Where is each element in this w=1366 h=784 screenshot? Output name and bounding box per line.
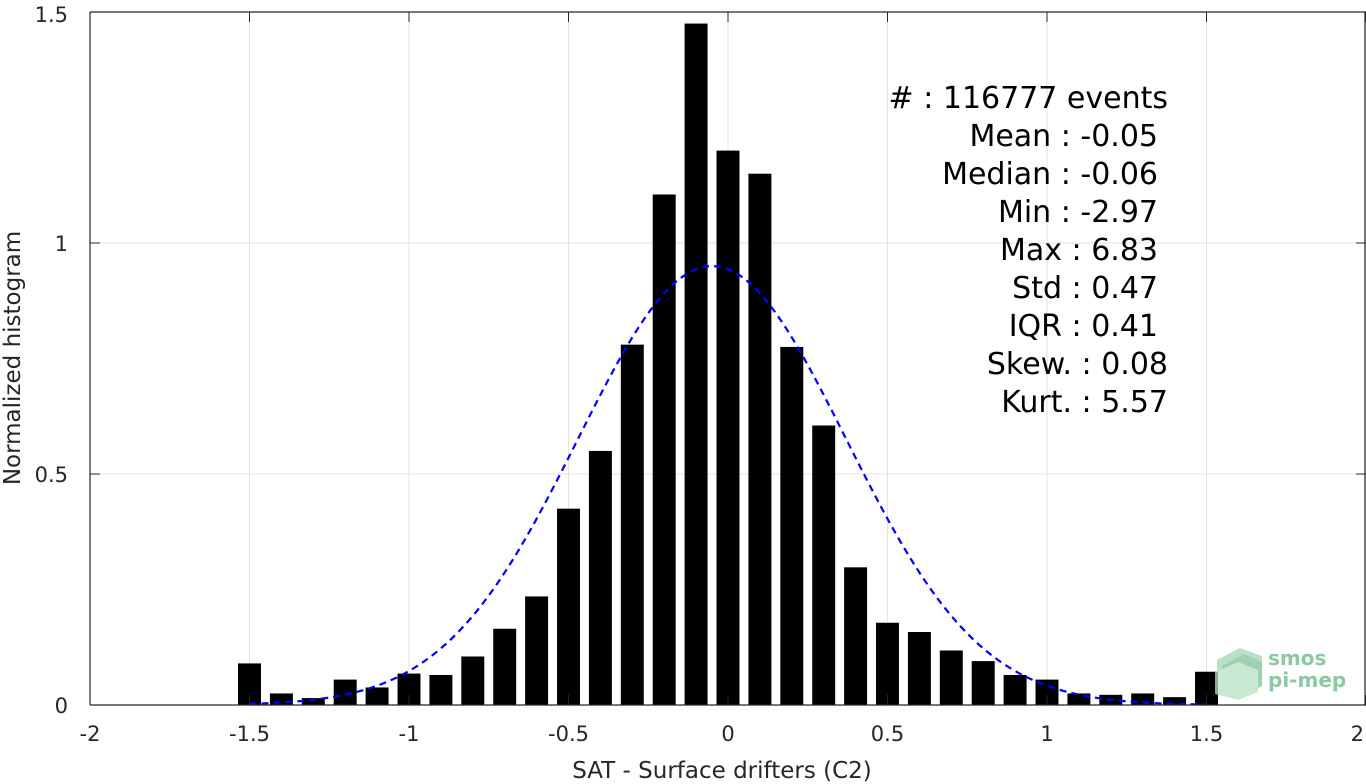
logo-line-1: smos: [1268, 646, 1326, 670]
x-tick-label: -2: [80, 722, 101, 746]
histogram-bar: [333, 679, 357, 705]
histogram-bar: [461, 656, 485, 705]
histogram-bar: [876, 622, 899, 705]
stat-line: Median : -0.06: [942, 157, 1158, 192]
logo-line-2: pi-mep: [1268, 668, 1346, 692]
histogram-bar: [557, 508, 580, 705]
x-axis-label: SAT - Surface drifters (C2): [572, 758, 872, 784]
x-tick-label: 2: [1351, 722, 1364, 746]
y-tick-label: 0: [55, 694, 68, 718]
histogram-bar: [429, 674, 453, 705]
x-tick-label: 0.5: [871, 722, 904, 746]
x-tick-label: -1: [399, 722, 420, 746]
histogram-bar: [907, 632, 931, 705]
stat-line: Skew. : 0.08: [987, 347, 1168, 382]
histogram-bar: [684, 23, 708, 706]
histogram-bar: [525, 596, 549, 705]
histogram-bar: [1131, 693, 1155, 705]
histogram-bar: [269, 693, 293, 705]
y-tick-labels: 0 0.5 1 1.5: [35, 3, 68, 718]
y-axis-label: Normalized histogram: [0, 231, 26, 485]
y-tick-label: 0.5: [35, 463, 68, 487]
x-tick-label: 0: [721, 722, 734, 746]
histogram-bar: [365, 687, 389, 705]
histogram-bar: [716, 150, 740, 706]
stat-line: Min : -2.97: [998, 195, 1158, 230]
histogram-bar: [1035, 679, 1059, 705]
histogram-bar: [1003, 674, 1027, 705]
x-tick-label: -1.5: [229, 722, 270, 746]
stat-line: Mean : -0.05: [969, 119, 1158, 154]
histogram-bar: [780, 346, 804, 705]
histogram-bar: [397, 673, 421, 705]
stat-line: Max : 6.83: [1000, 233, 1158, 268]
histogram-bar: [1163, 697, 1187, 705]
logo-mark-icon: [1215, 648, 1262, 700]
stat-line: Kurt. : 5.57: [1001, 385, 1168, 420]
gaussian-fit-curve: [249, 265, 1207, 706]
x-tick-labels: -2 -1.5 -1 -0.5 0 0.5 1 1.5 2: [80, 722, 1364, 746]
x-tick-label: 1: [1040, 722, 1053, 746]
histogram-bar: [620, 344, 644, 705]
histogram-bar: [652, 194, 676, 706]
smos-pi-mep-logo: smos pi-mep: [1215, 646, 1346, 700]
histogram-bar: [939, 650, 963, 705]
stat-line: Std : 0.47: [1012, 271, 1158, 306]
histogram-bar: [748, 173, 772, 705]
histogram-bar: [1067, 693, 1091, 705]
y-tick-label: 1.5: [35, 3, 68, 27]
x-tick-label: 1.5: [1190, 722, 1223, 746]
y-tick-label: 1: [55, 232, 68, 256]
x-tick-label: -0.5: [548, 722, 589, 746]
histogram-bar: [238, 663, 261, 705]
axes-frame: [89, 11, 1366, 706]
histogram-bar: [588, 450, 612, 705]
histogram-bar: [844, 567, 868, 705]
histogram-bar: [301, 698, 325, 705]
stat-line: IQR : 0.41: [1009, 309, 1158, 344]
histogram-bar: [812, 425, 836, 705]
histogram-bar: [1195, 671, 1218, 705]
histogram-bar: [971, 661, 995, 705]
stat-line: # : 116777 events: [889, 81, 1168, 116]
histogram-bar: [493, 628, 517, 705]
histogram-bars: [238, 23, 1218, 706]
